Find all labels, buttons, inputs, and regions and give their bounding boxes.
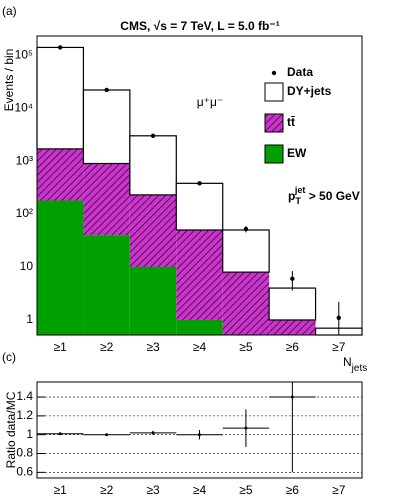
cut-label: pTjet > 50 GeV	[288, 185, 360, 206]
x-tick-label: ≥3	[146, 483, 160, 497]
bar	[129, 194, 177, 267]
bar	[129, 135, 177, 196]
data-point	[244, 426, 248, 430]
x-tick-label: ≥6	[286, 340, 300, 354]
bar	[37, 148, 84, 201]
y-tick-label: 10³	[16, 153, 33, 167]
x-tick-label: ≥4	[193, 483, 207, 497]
y-tick-label: 10	[20, 259, 34, 273]
x-tick-label: ≥2	[100, 340, 114, 354]
y-tick-label: 1	[26, 427, 33, 441]
legend-swatch	[264, 113, 284, 133]
y-tick-label: 1	[26, 312, 33, 326]
bar	[175, 182, 224, 231]
x-tick-label: ≥6	[286, 483, 300, 497]
data-point	[151, 431, 155, 435]
y-axis-label: Events / bin	[2, 49, 16, 112]
chart-title: CMS, √s = 7 TeV, L = 5.0 fb⁻¹	[120, 19, 279, 33]
data-point	[105, 433, 109, 437]
x-axis-label: Njets	[343, 355, 367, 373]
y-tick-label: 1.4	[16, 389, 33, 403]
bar	[129, 266, 177, 335]
panel-label: (a)	[2, 4, 17, 18]
x-tick-label: ≥3	[146, 340, 160, 354]
y-tick-label: 10⁵	[15, 47, 33, 61]
bar	[222, 229, 270, 273]
plot-frame	[36, 381, 363, 479]
bar	[268, 287, 317, 321]
y-tick-label: 10²	[16, 206, 33, 220]
x-tick-label: ≥7	[332, 340, 346, 354]
data-point	[243, 226, 249, 232]
data-point	[104, 87, 109, 93]
legend-label: tt̄	[287, 115, 295, 129]
x-tick-label: ≥7	[332, 483, 346, 497]
x-tick-label: ≥1	[54, 483, 68, 497]
data-point	[150, 133, 156, 139]
annotation: μ⁺μ⁻	[197, 95, 224, 109]
bar	[83, 235, 130, 335]
data-point	[197, 181, 202, 186]
bar	[176, 229, 223, 320]
x-tick-label: ≥5	[239, 340, 253, 354]
legend-marker	[271, 70, 277, 76]
legend-swatch	[264, 144, 284, 164]
data-point	[198, 433, 201, 437]
bar	[82, 89, 131, 165]
x-tick-label: ≥5	[239, 483, 253, 497]
bar	[176, 319, 223, 335]
x-tick-label: ≥1	[54, 340, 68, 354]
legend-label: DY+jets	[287, 84, 332, 98]
data-point	[290, 395, 294, 399]
bar	[37, 200, 84, 335]
bar	[222, 272, 270, 335]
plot-frame	[36, 35, 363, 336]
data-point	[336, 315, 341, 320]
legend-label: EW	[287, 146, 307, 160]
bar	[269, 319, 316, 335]
x-tick-label: ≥4	[193, 340, 207, 354]
panel-label: (c)	[2, 350, 16, 364]
data-point	[58, 432, 62, 436]
legend-swatch	[264, 82, 284, 102]
x-tick-label: ≥2	[100, 483, 114, 497]
y-tick-label: 1.2	[16, 408, 33, 422]
bar	[36, 46, 85, 150]
y-tick-label: 0.6	[16, 465, 33, 479]
data-point	[290, 276, 295, 281]
data-point	[58, 45, 63, 50]
y-tick-label: 0.8	[16, 446, 33, 460]
bar	[83, 163, 130, 236]
y-axis-label: Ratio data/MC	[4, 391, 18, 468]
y-tick-label: 10⁴	[14, 100, 33, 114]
legend-label: Data	[287, 65, 313, 79]
